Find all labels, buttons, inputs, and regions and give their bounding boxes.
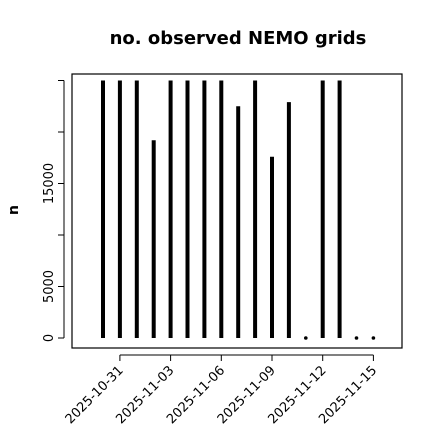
bar-zero-2025-11-11 bbox=[304, 336, 308, 340]
y-axis: 0 5000 15000 bbox=[42, 80, 65, 342]
x-axis: 2025-10-312025-11-032025-11-062025-11-09… bbox=[63, 354, 380, 427]
y-tick-label-5000: 5000 bbox=[42, 270, 57, 303]
bars-group bbox=[101, 80, 376, 340]
plot-frame bbox=[71, 73, 403, 349]
y-tick-label-0: 0 bbox=[42, 334, 57, 342]
bar-zero-2025-11-14 bbox=[354, 336, 359, 340]
chart-title: no. observed NEMO grids bbox=[110, 28, 367, 49]
y-axis-label: n bbox=[6, 205, 22, 215]
y-tick-label-15000: 15000 bbox=[42, 163, 57, 204]
bar-zero-2025-11-15 bbox=[371, 336, 376, 340]
